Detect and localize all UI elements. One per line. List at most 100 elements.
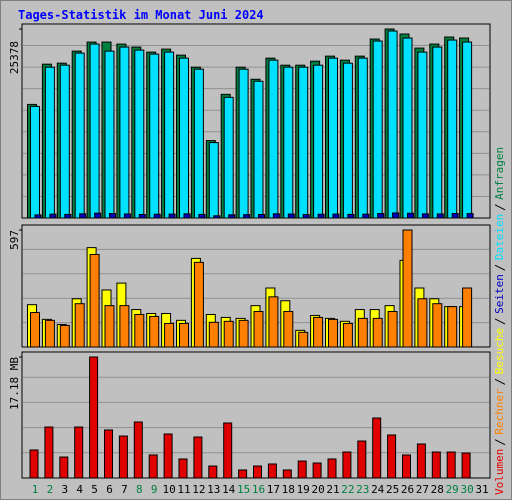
bar (163, 433, 173, 479)
bar (342, 451, 352, 479)
bar (138, 213, 146, 219)
x-tick-label: 11 (177, 483, 190, 496)
bar (347, 213, 355, 219)
x-tick-label: 14 (222, 483, 236, 496)
bar (178, 458, 188, 479)
bar (238, 68, 249, 219)
bar (30, 105, 40, 219)
bar (223, 422, 233, 479)
bar (109, 213, 116, 219)
bar (451, 213, 459, 219)
x-tick-label: 10 (162, 483, 175, 496)
bar (44, 426, 54, 479)
bar (357, 317, 368, 348)
x-tick-label: 22 (341, 483, 354, 496)
bar (193, 436, 203, 479)
bar (29, 449, 39, 479)
bar (372, 417, 382, 479)
bar (436, 213, 444, 219)
bar (258, 213, 265, 219)
bar (148, 454, 158, 479)
x-tick-label: 1 (32, 483, 39, 496)
bar (64, 213, 72, 219)
bar (302, 214, 310, 219)
bar (253, 311, 264, 348)
bar (287, 213, 295, 219)
legend-label: Seiten (493, 274, 506, 314)
bar (432, 46, 443, 219)
bar (431, 451, 441, 479)
x-tick-label: 26 (401, 483, 414, 496)
bar (377, 213, 385, 219)
y-tick-label: 597 (8, 230, 21, 250)
bar (253, 465, 262, 479)
legend-separator (494, 204, 506, 211)
bar (149, 315, 160, 348)
bar (74, 303, 85, 348)
x-tick-label: 16 (252, 483, 265, 496)
bar (104, 305, 115, 348)
bar (328, 318, 338, 348)
legend-label: Besuche (493, 328, 506, 374)
x-tick-label: 25 (386, 483, 399, 496)
bar (74, 52, 85, 219)
x-tick-label: 28 (431, 483, 444, 496)
bar (446, 451, 456, 479)
bar (462, 287, 473, 348)
bar (123, 213, 131, 219)
bar (387, 434, 397, 479)
bar (357, 57, 368, 219)
bar (59, 64, 70, 219)
x-tick-label: 9 (151, 483, 158, 496)
bar (59, 456, 69, 479)
legend-label: Rechner (493, 388, 506, 435)
legend-separator (494, 318, 506, 325)
bar (421, 213, 429, 219)
bar (462, 41, 473, 219)
bar (407, 212, 414, 219)
bar (243, 214, 251, 219)
panel (21, 351, 491, 479)
legend-label: Anfragen (493, 147, 506, 200)
bar (402, 229, 413, 348)
legend: Volumen Rechner Besuche Seiten Dateien Anfrag… (493, 147, 506, 495)
bar (362, 213, 370, 219)
bar (149, 53, 160, 219)
bar (59, 324, 70, 348)
bar (372, 317, 383, 348)
bar (238, 319, 249, 348)
bar (89, 356, 99, 479)
x-tick-label: 29 (446, 483, 459, 496)
bar (298, 66, 309, 219)
bar (104, 429, 113, 479)
bar (179, 57, 189, 219)
bar (402, 454, 411, 479)
bar (416, 443, 426, 479)
bar (313, 64, 324, 219)
bar (447, 39, 458, 219)
bar (312, 462, 322, 479)
bar (164, 322, 175, 348)
bar (208, 321, 219, 348)
bar (164, 51, 175, 219)
bar (268, 296, 279, 348)
bar (372, 40, 383, 219)
x-tick-label: 18 (282, 483, 295, 496)
legend-separator (494, 378, 506, 385)
bar (238, 469, 248, 479)
bar (272, 213, 280, 219)
bar (34, 214, 42, 219)
bar (342, 62, 353, 219)
bar (313, 316, 324, 348)
bar (268, 59, 279, 219)
bar (44, 319, 55, 348)
x-tick-label: 13 (207, 483, 220, 496)
x-tick-label: 27 (416, 483, 429, 496)
bar (392, 212, 400, 219)
bar (193, 68, 204, 219)
bar (297, 460, 307, 479)
bar (179, 322, 189, 348)
bar (119, 46, 130, 219)
bar (282, 469, 292, 479)
x-tick-label: 4 (76, 483, 83, 496)
